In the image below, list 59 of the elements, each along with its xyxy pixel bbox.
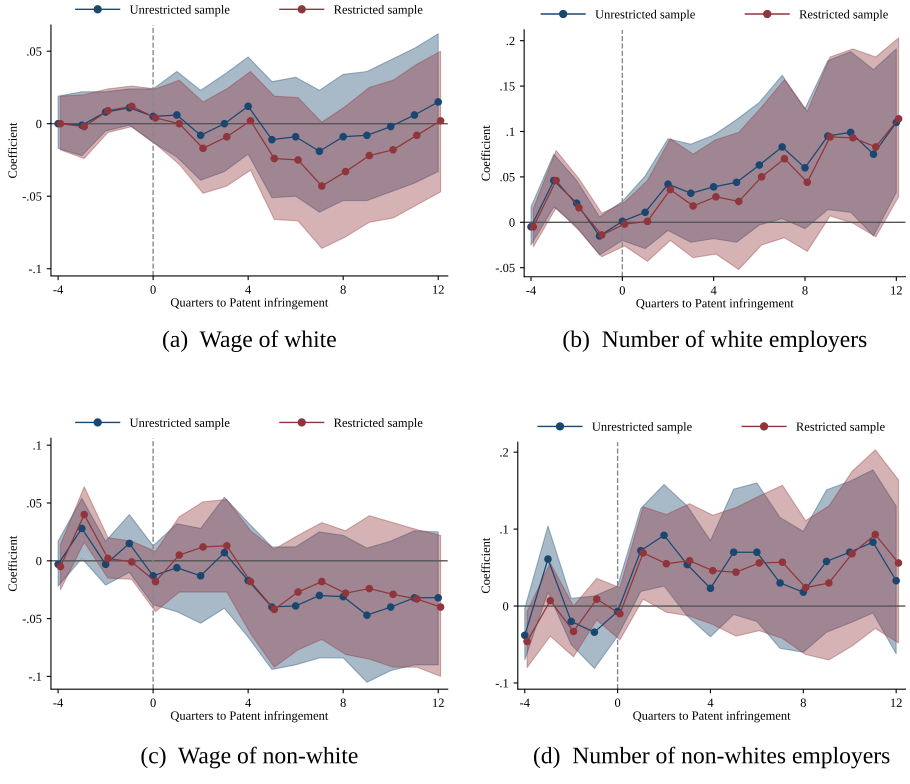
- legend-label: Restricted sample: [334, 418, 422, 430]
- legend-label: Unrestricted sample: [130, 5, 230, 16]
- y-tick-label: -.05: [22, 614, 42, 624]
- x-tick-label: 0: [614, 698, 620, 707]
- y-tick-label: -.1: [28, 672, 42, 681]
- y-tick-label: 0: [509, 218, 515, 227]
- x-axis-title: Quarters to Patent infringement: [170, 710, 328, 722]
- y-tick-label: .05: [27, 47, 42, 56]
- text: (d) Number of non-whites employers: [534, 746, 890, 768]
- y-tick-label: .2: [500, 448, 508, 457]
- text: (a) Wage of white: [163, 330, 336, 352]
- x-tick-label: 0: [150, 285, 156, 294]
- y-tick-label: -.05: [496, 264, 515, 272]
- x-tick-label: 4: [245, 698, 252, 707]
- x-tick-label: -4: [53, 285, 64, 294]
- x-tick-label: 8: [800, 698, 806, 707]
- x-tick-label: 12: [433, 698, 444, 707]
- legend-label: Unrestricted sample: [592, 422, 692, 434]
- x-tick-label: -4: [53, 698, 64, 707]
- legend-label: Unrestricted sample: [130, 418, 230, 430]
- y-tick-label: .1: [506, 128, 514, 136]
- y-tick-label: .15: [500, 82, 515, 91]
- y-tick-label: 0: [36, 120, 42, 128]
- y-tick-label: -.1: [496, 679, 508, 688]
- x-axis-title: Quarters to Patent infringement: [633, 710, 791, 722]
- x-tick-label: 12: [891, 698, 902, 707]
- x-tick-label: 4: [708, 698, 714, 707]
- legend-label: Restricted sample: [334, 5, 422, 16]
- y-tick-label: 0: [36, 556, 42, 566]
- legend-label: Unrestricted sample: [595, 10, 695, 22]
- text: (b) Number of white employers: [563, 330, 866, 352]
- x-tick-label: 12: [891, 286, 902, 294]
- y-tick-label: .1: [33, 441, 42, 450]
- y-tick-label: 0: [502, 602, 508, 611]
- x-tick-label: 8: [802, 286, 808, 295]
- x-tick-label: -4: [526, 286, 536, 294]
- y-tick-label: .05: [27, 499, 42, 508]
- y-axis-title: Coefficient: [8, 536, 17, 592]
- y-axis-title: Coefficient: [480, 538, 490, 594]
- x-tick-label: 4: [710, 286, 717, 294]
- legend-label: Restricted sample: [799, 10, 888, 22]
- x-tick-label: -4: [520, 698, 530, 707]
- x-tick-label: 0: [150, 698, 156, 707]
- legend-label: Restricted sample: [796, 422, 885, 434]
- x-axis-title: Quarters to Patent infringement: [636, 298, 794, 310]
- x-tick-label: 4: [245, 285, 252, 294]
- text: (c) Wage of non-white: [141, 746, 358, 768]
- x-axis-title: Quarters to Patent infringement: [170, 298, 328, 310]
- y-axis-title: Coefficient: [481, 125, 490, 181]
- y-tick-label: .05: [500, 172, 515, 182]
- x-tick-label: 8: [340, 285, 346, 294]
- x-tick-label: 12: [433, 285, 444, 294]
- x-tick-label: 8: [340, 698, 346, 707]
- x-tick-label: 0: [620, 286, 625, 295]
- y-tick-label: .2: [506, 36, 514, 46]
- y-tick-label: -.1: [28, 264, 42, 274]
- y-tick-label: -.05: [22, 192, 42, 201]
- y-tick-label: .1: [500, 525, 508, 534]
- y-axis-title: Coefficient: [8, 122, 17, 178]
